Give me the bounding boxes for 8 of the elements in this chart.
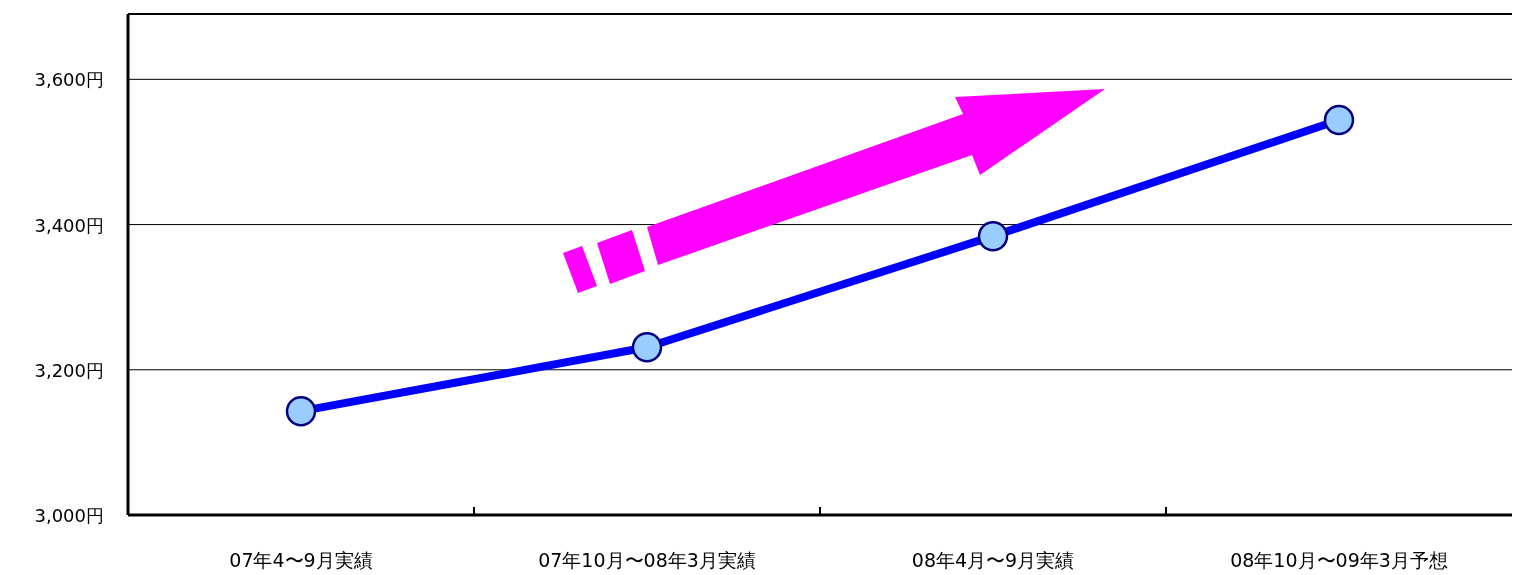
y-tick-label: 3,400円 xyxy=(34,214,104,236)
y-tick-label: 3,000円 xyxy=(34,505,104,526)
x-tick-label: 08年4月〜9月実績 xyxy=(911,549,1075,571)
y-tick-label: 3,200円 xyxy=(34,359,104,381)
x-tick-label: 07年4〜9月実績 xyxy=(229,549,373,571)
x-tick-label: 07年10月〜08年3月実績 xyxy=(538,549,756,571)
y-tick-label: 3,600円 xyxy=(34,69,104,91)
x-tick-label: 08年10月〜09年3月予想 xyxy=(1230,549,1448,571)
